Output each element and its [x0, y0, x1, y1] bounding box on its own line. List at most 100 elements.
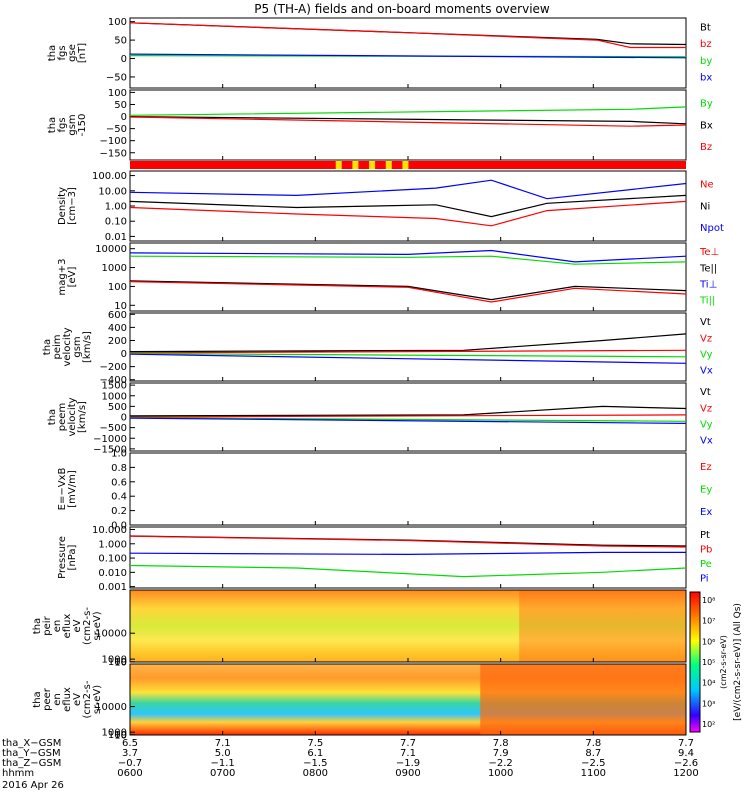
y-axis-label-line: tha — [32, 618, 43, 634]
y-tick-label: 0 — [121, 54, 127, 65]
footer-row-label: tha_Z−GSM — [2, 758, 61, 769]
y-axis-label-line: gse — [67, 44, 78, 62]
y-axis-label-line: gsm — [67, 114, 78, 135]
panel-frame — [129, 89, 687, 161]
footer-row-value: 9.4 — [678, 748, 694, 759]
y-axis-label-line: sr-eV) — [92, 685, 103, 714]
y-tick-label: 1000 — [102, 655, 127, 666]
y-axis-label-line: (cm2-s- — [82, 680, 93, 718]
footer-row-value: −2.5 — [581, 758, 605, 769]
y-tick-label: 10000 — [95, 702, 127, 713]
footer-row-label: hhmm — [2, 768, 34, 779]
y-tick-label: −50 — [106, 124, 127, 135]
y-tick-label: 1000 — [102, 391, 127, 402]
y-axis-label-line: gsm — [72, 336, 83, 357]
legend-entry: Bz — [700, 142, 712, 153]
y-axis-label-line: peem — [57, 403, 68, 431]
colorbar-tick-label: 10⁶ — [702, 637, 715, 646]
series-line-Te⊥ — [129, 281, 687, 303]
footer-row-value: 8.7 — [585, 748, 601, 759]
y-tick-label: 0.100 — [98, 554, 127, 565]
series-line-Vt — [129, 405, 687, 417]
y-tick-label: 0.2 — [111, 506, 127, 517]
y-tick-label: 10000 — [95, 244, 127, 255]
panel-frame — [129, 17, 687, 89]
y-axis-label-line: en — [52, 693, 63, 706]
y-axis-label-line: [nPa] — [67, 544, 78, 570]
legend-entry: Vy — [700, 350, 713, 361]
y-tick-label: 10.00 — [98, 186, 127, 197]
footer-row-value: 6.1 — [307, 748, 323, 759]
y-axis-label-line: eV — [72, 619, 83, 632]
y-axis-label-line: Density — [57, 187, 68, 225]
legend-entry: Npot — [700, 223, 724, 234]
spectrogram-fill — [130, 590, 686, 662]
colorbar-tick-label: 10² — [702, 720, 715, 729]
y-tick-label: −200 — [100, 362, 127, 373]
series-line-bx — [129, 53, 687, 59]
y-tick-label: 500 — [108, 402, 127, 413]
panel-frame — [129, 312, 687, 382]
y-axis-label-line: [cm−3] — [67, 187, 78, 225]
y-axis-label-line: tha — [32, 691, 43, 707]
y-axis-label-line: [mV/m] — [67, 470, 78, 508]
footer-row-value: 7.1 — [215, 738, 231, 749]
legend-entry: Ez — [700, 462, 712, 473]
y-tick-label: 0 — [121, 349, 127, 360]
footer-row-value: −2.6 — [674, 758, 698, 769]
y-tick-label: −150 — [100, 148, 127, 159]
y-axis-label: E=−VxB [mV/m] — [57, 468, 78, 511]
legend-entry: Pb — [700, 544, 712, 555]
y-tick-label: 1.000 — [98, 539, 127, 550]
footer-row-value: 0800 — [303, 768, 328, 779]
legend-entry: Ey — [700, 484, 712, 495]
legend-entry: bz — [700, 39, 712, 50]
colorbar-tick-label: 10³ — [702, 699, 715, 708]
y-tick-label: 200 — [108, 336, 127, 347]
legend-entry: Ne — [700, 179, 714, 190]
y-axis-label-line: tha — [47, 117, 58, 133]
legend-entry: bx — [700, 73, 712, 84]
series-line-Vx — [129, 417, 687, 424]
footer-row-value: 0700 — [210, 768, 235, 779]
footer-row-value: −0.7 — [118, 758, 142, 769]
y-tick-label: 0.01 — [105, 232, 127, 243]
legend-entry: Ex — [700, 507, 712, 518]
status-bar-marker — [385, 161, 392, 169]
y-tick-label: 0.010 — [98, 568, 127, 579]
panel-temperature: 10000 1000 100 10 mag+3 [eV] Te⊥ Te|| Ti⊥ Ti|| — [57, 242, 719, 312]
series-line-Pb — [129, 535, 687, 548]
y-tick-label: 10.000 — [92, 525, 127, 536]
y-axis-label-line: tha — [47, 409, 58, 425]
y-tick-label: 100.00 — [92, 171, 127, 182]
panel-efield: 1.0 0.8 0.6 0.4 0.2 0.0 E=−VxB [mV/m] Ez Ey Ex — [57, 449, 712, 532]
colorbar-label-overlay: (cm2-s-sr-eV) — [719, 635, 728, 689]
footer-row-label: tha_Y−GSM — [2, 748, 61, 759]
series-line-Vy — [129, 352, 687, 358]
y-axis-label: tha peir en eflux eV (cm2-s-sr-eV) — [32, 607, 103, 645]
status-bar-marker — [352, 161, 359, 169]
legend-entry: By — [700, 98, 713, 109]
y-axis-label-line: [eV] — [67, 267, 78, 288]
footer-row-value: 7.1 — [400, 748, 416, 759]
colorbar — [689, 591, 701, 733]
y-axis-label-line: Pressure — [57, 536, 68, 579]
legend-entry: Bt — [700, 23, 711, 34]
footer-row-value: 1200 — [673, 768, 698, 779]
y-tick-label: 100 — [108, 17, 127, 28]
y-axis-label-line: [km/s] — [77, 401, 88, 433]
y-axis-label: mag+3 [eV] — [57, 259, 78, 296]
footer-row-value: 3.7 — [122, 748, 138, 759]
y-tick-label: −400 — [100, 375, 127, 386]
y-axis-label-line: (cm2-s- — [82, 607, 93, 645]
colorbar-label: [eV/(cm2-s-sr-eV)] (All Qs) — [733, 603, 743, 721]
y-tick-label: 1500 — [102, 381, 127, 392]
status-bar-marker — [369, 161, 376, 169]
legend-entry: Pe — [700, 559, 712, 570]
y-tick-label: 100 — [108, 730, 127, 741]
legend-entry: Ti|| — [699, 296, 715, 307]
legend-entry: Vz — [700, 403, 712, 414]
footer-row-value: 7.7 — [400, 738, 416, 749]
